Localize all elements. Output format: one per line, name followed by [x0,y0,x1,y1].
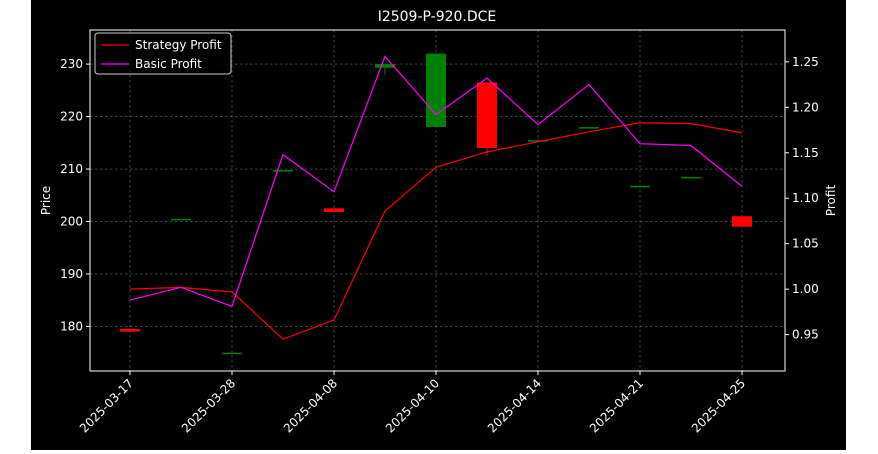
basic-profit-line [129,55,743,308]
chart-title: I2509-P-920.DCE [378,9,497,25]
candle-body [579,127,599,129]
candle-body [171,218,191,221]
y2-tick-label: 1.10 [792,191,819,205]
line-layer [129,55,743,340]
legend-label: Strategy Profit [135,38,222,52]
x-tick-label: 2025-03-28 [179,376,238,435]
candle-body [528,140,548,142]
x-tick-label: 2025-04-25 [689,376,748,435]
legend-label: Basic Profit [135,57,202,71]
y-axis-label: Price [39,186,53,215]
y-tick-label: 220 [60,110,83,124]
y2-tick-label: 1.00 [792,282,819,296]
x-tick-label: 2025-04-10 [383,376,442,435]
candle-layer [120,53,752,355]
y-tick-label: 190 [60,267,83,281]
candle-body [120,329,140,332]
y2-axis-label: Profit [824,185,838,217]
y-tick-label: 180 [60,319,83,333]
candle-body [426,53,446,128]
x-tick-label: 2025-04-08 [281,376,340,435]
candle-body [681,176,701,179]
y2-tick-label: 1.05 [792,237,819,251]
y2-tick-label: 1.25 [792,55,819,69]
candle-body [324,208,344,213]
legend: Strategy Profit Basic Profit [94,32,232,75]
y-tick-label: 230 [60,57,83,71]
candle-body [273,170,293,172]
chart-canvas: I2509-P-920.DCE 180 190 200 210 220 230 0.95 1.… [31,0,846,450]
y-tick-label: 200 [60,214,83,228]
y2-tick-label: 1.15 [792,146,819,160]
x-tick-label: 2025-04-21 [587,376,646,435]
chart-svg: I2509-P-920.DCE 180 190 200 210 220 230 0.95 1.… [39,9,838,435]
y2-tick-label: 1.20 [792,100,819,114]
candle-body [375,64,395,68]
candle-body [477,82,497,149]
candle-body [732,216,752,227]
plot-frame [89,29,786,372]
x-tick-label: 2025-04-14 [485,376,544,435]
y2-tick-label: 0.95 [792,328,819,342]
candle-body [222,352,242,355]
strategy-profit-line [129,122,743,340]
candle-body [630,185,650,188]
x-tick-label: 2025-03-17 [77,376,136,435]
y-tick-label: 210 [60,162,83,176]
